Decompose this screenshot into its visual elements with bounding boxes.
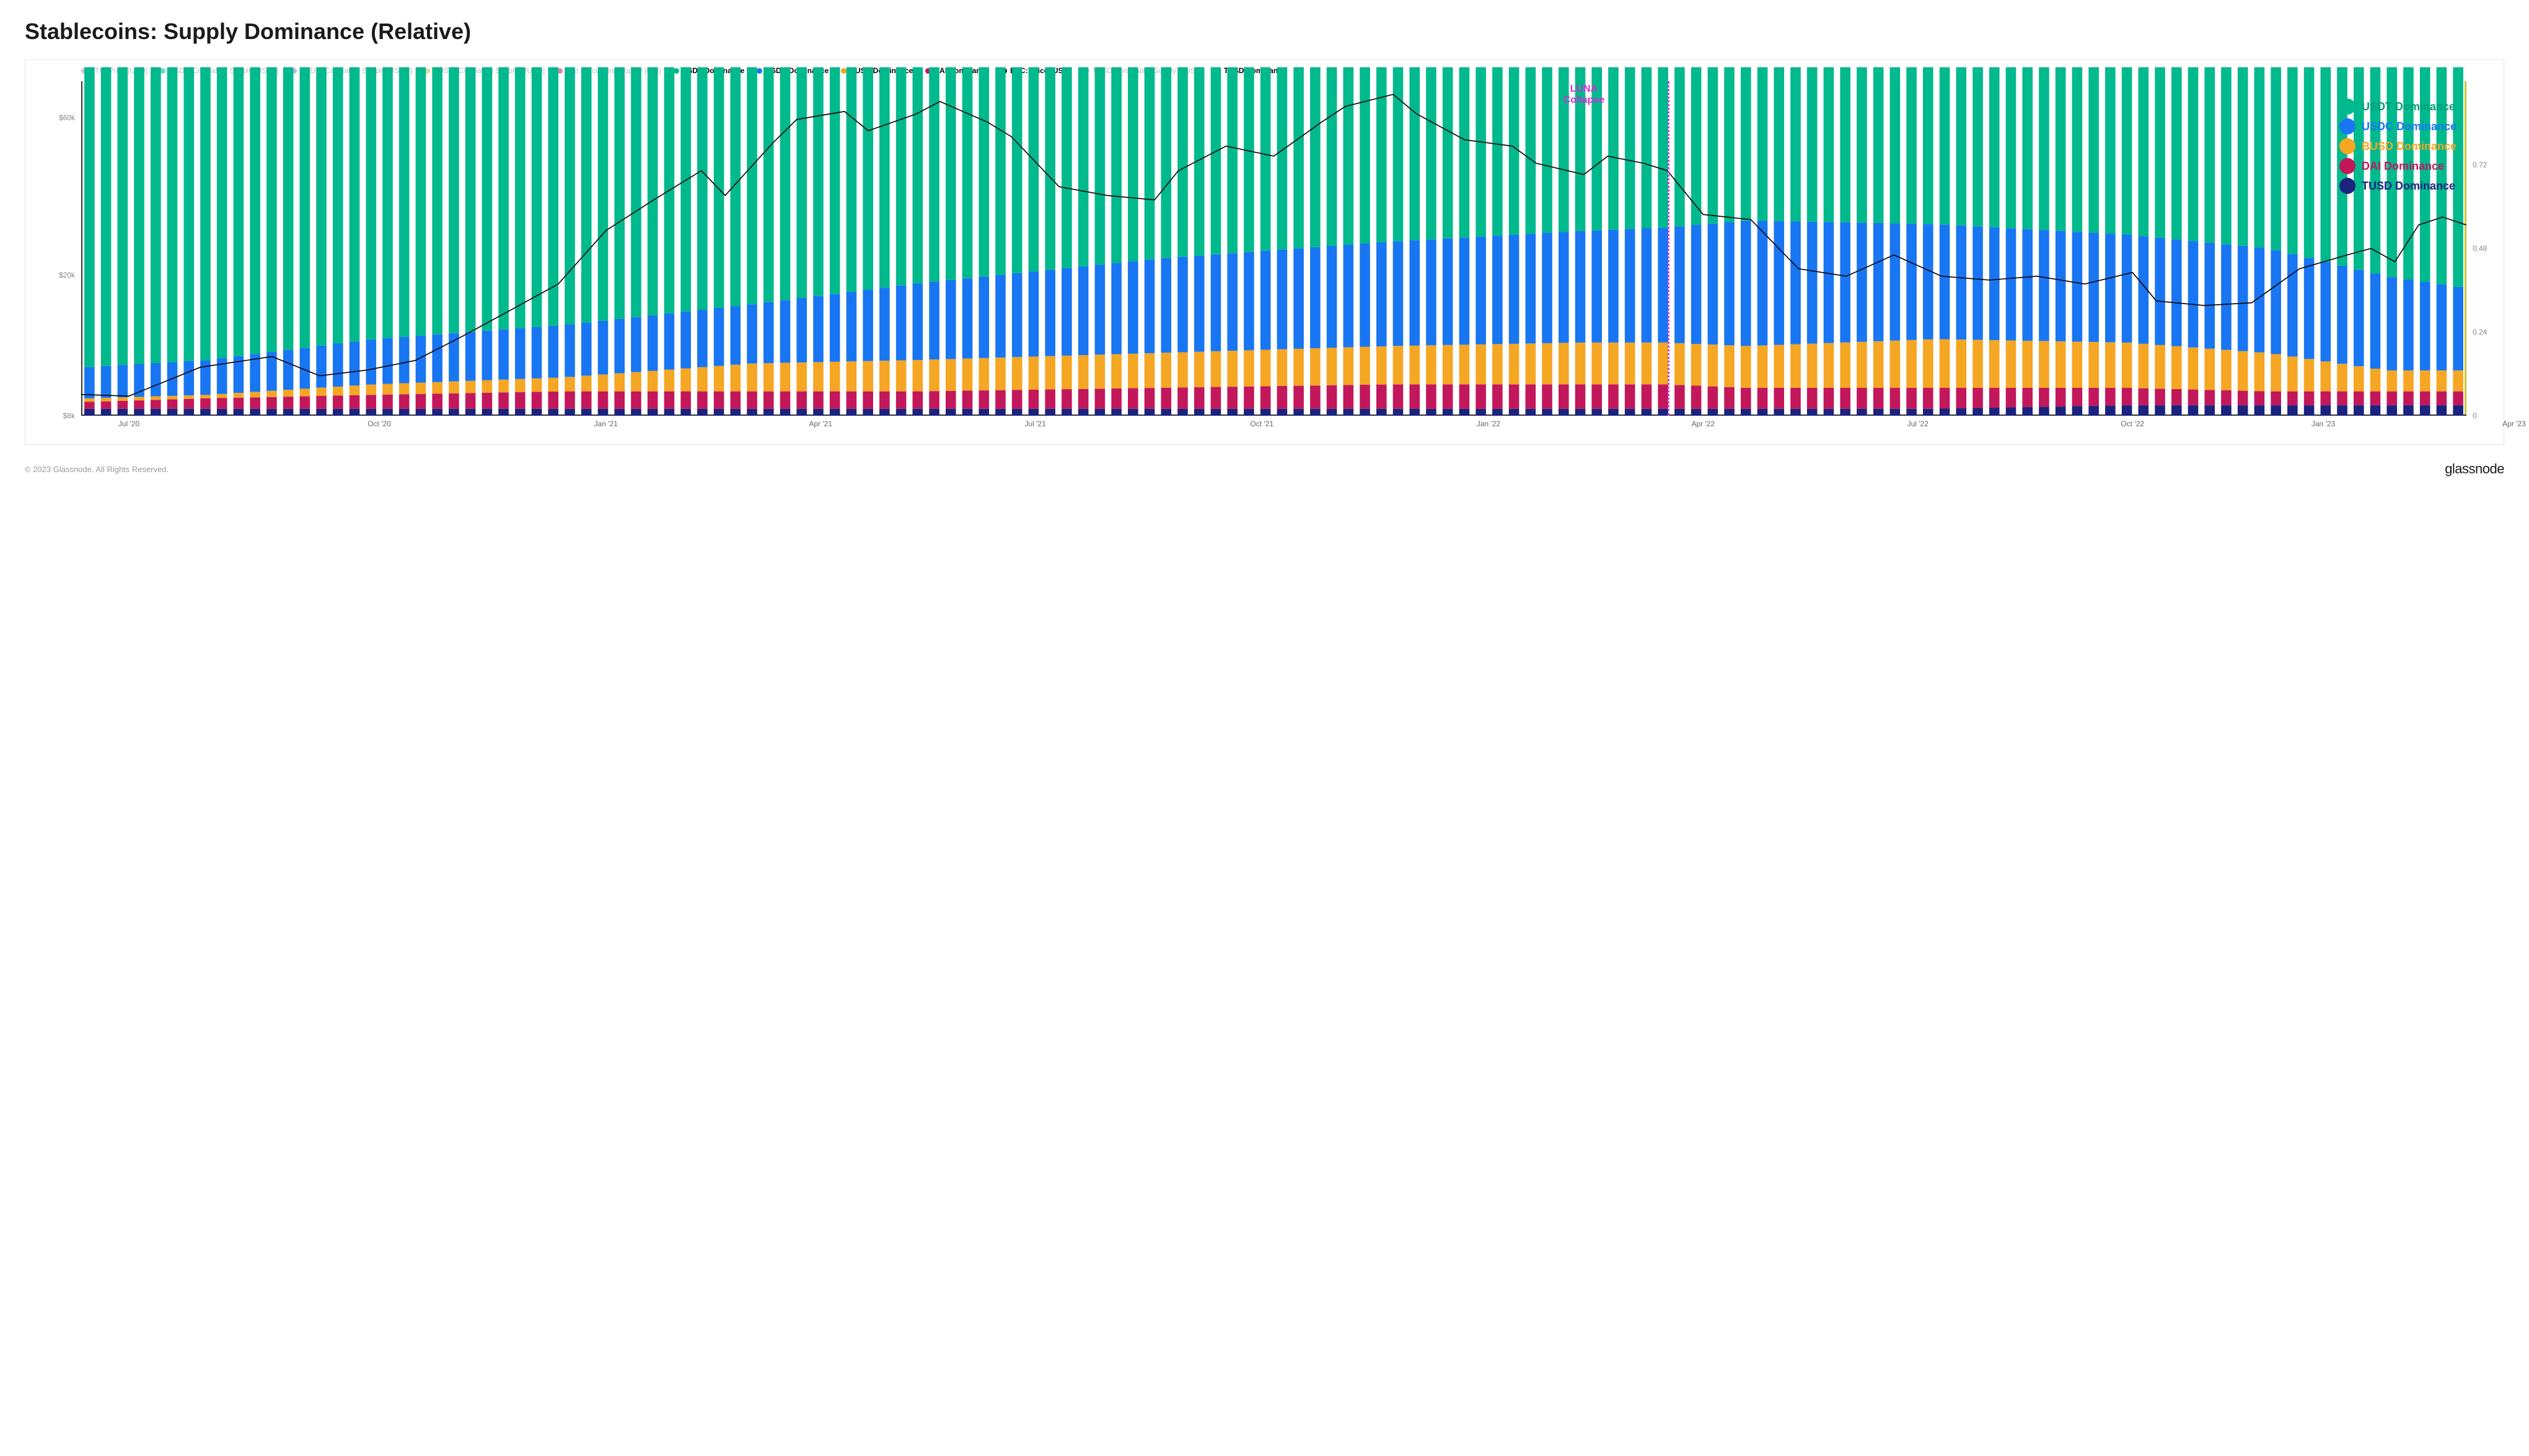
overlay-legend-label: USDC Dominance <box>2362 120 2456 133</box>
swatch-icon <box>2339 138 2355 154</box>
overlay-legend-label: USDT Dominance <box>2362 100 2455 113</box>
x-tick: Apr '22 <box>1691 419 1715 428</box>
x-tick: Jan '21 <box>594 419 618 428</box>
overlay-legend-label: DAI Dominance <box>2362 160 2444 173</box>
legend-dot-icon <box>841 68 847 74</box>
annotation-line <box>1668 81 1669 416</box>
y-left-tick: $60k <box>59 113 75 122</box>
brand-logo: glassnode <box>2445 461 2504 477</box>
y-left-tick: $20k <box>59 271 75 279</box>
x-tick: Apr '23 <box>2502 419 2526 428</box>
chart-title: Stablecoins: Supply Dominance (Relative) <box>25 19 2504 45</box>
y-right-labels: 0.720.480.240 <box>2473 81 2497 416</box>
y-right-tick: 0.72 <box>2473 160 2487 169</box>
x-tick: Jul '20 <box>118 419 139 428</box>
overlay-legend-item: USDT Dominance <box>2339 99 2456 115</box>
x-tick: Oct '21 <box>1250 419 1273 428</box>
y-left-labels: $60k$20k$8k <box>44 81 75 416</box>
x-tick: Apr '21 <box>809 419 832 428</box>
swatch-icon <box>2339 99 2355 115</box>
overlay-legend-item: TUSD Dominance <box>2339 178 2456 194</box>
legend-label: DAI: Circulating Supply [DAI] <box>566 66 661 75</box>
overlay-legend-item: DAI Dominance <box>2339 158 2456 174</box>
x-tick: Oct '22 <box>2121 419 2144 428</box>
legend-dot-icon <box>160 68 165 74</box>
y-right-tick: 0 <box>2473 411 2477 420</box>
x-tick: Jan '23 <box>2311 419 2335 428</box>
y-right-tick: 0.48 <box>2473 244 2487 253</box>
chart-container: BTC: Price [USD]USDT: Circulating Supply… <box>25 59 2504 445</box>
footer: © 2023 Glassnode. All Rights Reserved. g… <box>25 461 2504 477</box>
x-tick: Oct '20 <box>367 419 391 428</box>
swatch-icon <box>2339 118 2355 134</box>
x-tick: Jul '22 <box>1907 419 1929 428</box>
y-right-tick: 0.24 <box>2473 328 2487 336</box>
x-tick: Jul '21 <box>1024 419 1045 428</box>
overlay-legend-label: BUSD Dominance <box>2362 140 2456 153</box>
x-axis: Jul '20 Oct '20 Jan '21 Apr '21 Jul '21 Oct '… <box>81 419 2466 438</box>
chart-area: $60k$20k$8k 0.720.480.240 LUNA Collapse … <box>81 81 2466 416</box>
swatch-icon <box>2339 158 2355 174</box>
overlay-legend: USDT Dominance USDC Dominance BUSD Dominan… <box>2337 91 2459 201</box>
overlay-legend-item: USDC Dominance <box>2339 118 2456 134</box>
overlay-legend-label: TUSD Dominance <box>2362 180 2455 193</box>
plot-svg <box>81 81 2466 416</box>
y-left-tick: $8k <box>63 411 75 420</box>
overlay-legend-item: BUSD Dominance <box>2339 138 2456 154</box>
x-tick: Jan '22 <box>1477 419 1500 428</box>
copyright: © 2023 Glassnode. All Rights Reserved. <box>25 465 169 474</box>
swatch-icon <box>2339 178 2355 194</box>
legend-dot-icon <box>757 68 762 74</box>
